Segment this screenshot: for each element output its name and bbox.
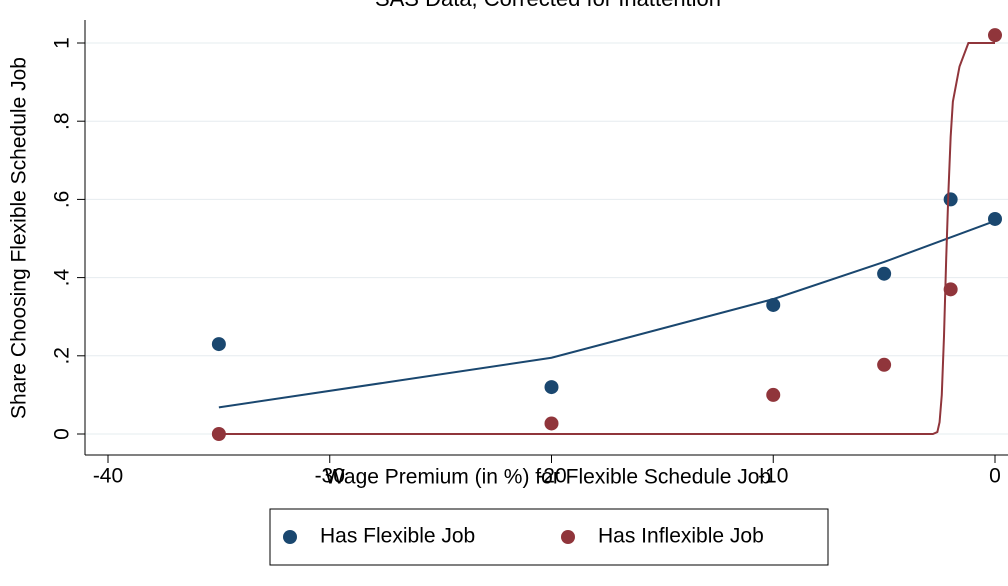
point bbox=[766, 297, 781, 312]
legend-marker bbox=[561, 530, 575, 544]
y-tick-label: .6 bbox=[51, 191, 74, 209]
x-tick-label: -20 bbox=[536, 465, 566, 488]
x-tick-label: 0 bbox=[989, 465, 1001, 488]
legend-label: Has Inflexible Job bbox=[598, 525, 764, 548]
y-axis-label: Share Choosing Flexible Schedule Job bbox=[8, 57, 31, 419]
point bbox=[211, 427, 226, 441]
x-tick-label: -40 bbox=[93, 465, 123, 488]
y-tick-label: .4 bbox=[51, 269, 74, 287]
point bbox=[766, 387, 781, 402]
point bbox=[943, 192, 958, 207]
point bbox=[943, 282, 958, 297]
chart-title: SAS Data, Corrected for Inattention bbox=[375, 0, 721, 11]
y-tick-label: 0 bbox=[51, 428, 74, 440]
point bbox=[211, 337, 226, 352]
x-tick-label: -10 bbox=[758, 465, 788, 488]
legend-label: Has Flexible Job bbox=[320, 525, 475, 548]
point bbox=[877, 266, 892, 281]
point bbox=[877, 357, 892, 372]
point bbox=[544, 380, 559, 395]
point bbox=[988, 211, 1002, 226]
y-tick-label: .2 bbox=[51, 347, 74, 365]
y-tick-label: 1 bbox=[51, 37, 74, 49]
legend-box bbox=[269, 508, 829, 566]
legend-marker bbox=[283, 530, 297, 544]
x-axis-label: Wage Premium (in %) for Flexible Schedul… bbox=[325, 466, 771, 489]
fit-line bbox=[218, 42, 995, 435]
point bbox=[544, 416, 559, 431]
y-tick-label: .8 bbox=[51, 112, 74, 130]
point bbox=[988, 28, 1002, 43]
x-tick-label: -30 bbox=[315, 465, 345, 488]
